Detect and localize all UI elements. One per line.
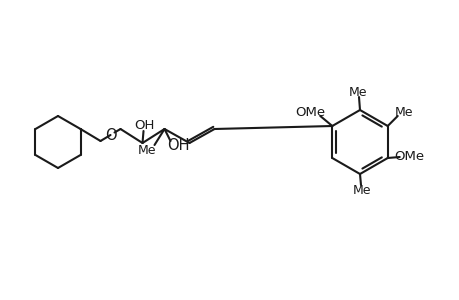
Text: OH: OH — [134, 118, 154, 131]
Text: OMe: OMe — [295, 106, 325, 118]
Text: Me: Me — [137, 143, 156, 157]
Text: O: O — [105, 128, 116, 142]
Text: OMe: OMe — [394, 149, 424, 163]
Text: Me: Me — [352, 184, 370, 196]
Text: Me: Me — [394, 106, 412, 118]
Text: Me: Me — [348, 85, 366, 98]
Text: OH: OH — [167, 137, 190, 152]
